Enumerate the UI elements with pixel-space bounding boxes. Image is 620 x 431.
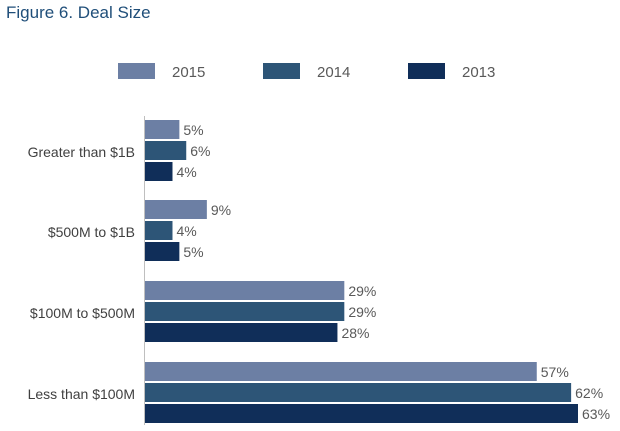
legend-label-2013: 2013 — [462, 64, 495, 81]
value-label-2013-greater-than-1b: 4% — [176, 164, 196, 180]
bar-2014-500m-to-1b — [145, 221, 173, 240]
bar-2014-less-than-100m — [145, 383, 572, 402]
bar-2014-greater-than-1b — [145, 141, 187, 160]
value-label-2013-500m-to-1b: 5% — [183, 244, 203, 260]
category-label-less-than-100m: Less than $100M — [28, 386, 135, 402]
category-label-greater-than-1b: Greater than $1B — [28, 144, 135, 160]
value-label-2014-greater-than-1b: 6% — [190, 143, 210, 159]
bar-2015-100m-to-500m — [145, 281, 345, 300]
category-label-100m-to-500m: $100M to $500M — [30, 305, 135, 321]
value-label-2015-100m-to-500m: 29% — [348, 283, 376, 299]
value-label-2013-100m-to-500m: 28% — [341, 325, 369, 341]
value-label-2015-greater-than-1b: 5% — [183, 122, 203, 138]
bar-2015-less-than-100m — [145, 362, 537, 381]
bar-2013-greater-than-1b — [145, 162, 173, 181]
legend: 2015 2014 2013 — [118, 63, 495, 81]
chart-title: Figure 6. Deal Size — [6, 3, 151, 22]
bar-2015-greater-than-1b — [145, 120, 180, 139]
value-label-2015-less-than-100m: 57% — [541, 364, 569, 380]
legend-swatch-2013 — [408, 63, 445, 79]
value-label-2014-less-than-100m: 62% — [575, 385, 603, 401]
bar-2013-100m-to-500m — [145, 323, 338, 342]
category-label-500m-to-1b: $500M to $1B — [48, 224, 135, 240]
bar-2013-less-than-100m — [145, 404, 578, 423]
plot-area: Greater than $1B 5% 6% 4% $500M to $1B 9% 4% 5%… — [28, 116, 610, 425]
value-label-2015-500m-to-1b: 9% — [211, 202, 231, 218]
value-label-2013-less-than-100m: 63% — [582, 406, 610, 422]
legend-swatch-2014 — [263, 63, 300, 79]
value-label-2014-100m-to-500m: 29% — [348, 304, 376, 320]
legend-swatch-2015 — [118, 63, 155, 79]
legend-label-2015: 2015 — [172, 64, 205, 81]
value-label-2014-500m-to-1b: 4% — [176, 223, 196, 239]
bar-2013-500m-to-1b — [145, 242, 180, 261]
bar-2015-500m-to-1b — [145, 200, 207, 219]
bar-2014-100m-to-500m — [145, 302, 345, 321]
legend-label-2014: 2014 — [317, 64, 350, 81]
